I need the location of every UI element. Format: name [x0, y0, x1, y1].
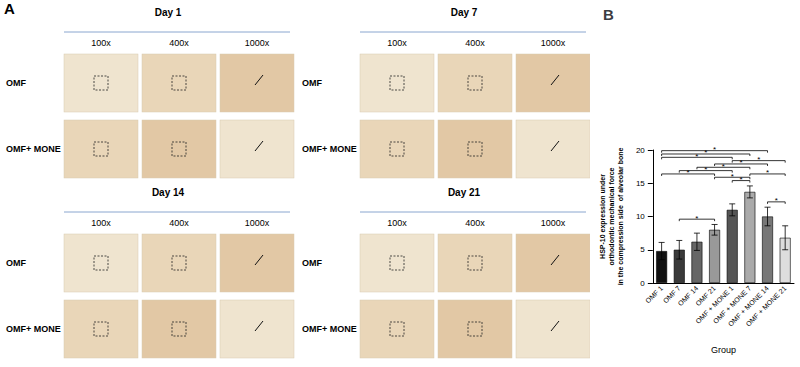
- svg-text:*: *: [757, 155, 760, 164]
- svg-text:*: *: [775, 196, 778, 205]
- svg-text:Day 21: Day 21: [448, 187, 481, 198]
- svg-text:OMF + MONE 7: OMF + MONE 7: [711, 284, 753, 325]
- svg-text:OMF 21: OMF 21: [694, 284, 717, 308]
- svg-text:*: *: [704, 148, 707, 157]
- svg-text:OMF: OMF: [6, 258, 26, 268]
- svg-text:400x: 400x: [169, 218, 189, 228]
- svg-text:100x: 100x: [91, 38, 111, 48]
- svg-text:OMF 7: OMF 7: [661, 284, 682, 305]
- svg-text:100x: 100x: [91, 218, 111, 228]
- svg-text:OMF 14: OMF 14: [676, 284, 700, 308]
- svg-text:100x: 100x: [387, 218, 407, 228]
- svg-text:*: *: [739, 158, 742, 167]
- svg-text:*: *: [722, 162, 725, 171]
- svg-text:in the compression side of al: in the compression side of alveolar bone: [617, 148, 625, 286]
- svg-text:Day 14: Day 14: [152, 187, 185, 198]
- svg-text:A: A: [4, 0, 15, 17]
- svg-text:*: *: [766, 168, 769, 177]
- svg-text:OMF+ MONE: OMF+ MONE: [302, 144, 357, 154]
- svg-text:1000x: 1000x: [245, 38, 270, 48]
- svg-text:5: 5: [640, 245, 645, 254]
- svg-text:OMF+ MONE: OMF+ MONE: [6, 324, 61, 334]
- svg-text:*: *: [695, 152, 698, 161]
- svg-text:OMF + MONE 14: OMF + MONE 14: [726, 284, 770, 328]
- svg-text:Day 1: Day 1: [155, 7, 182, 18]
- svg-text:*: *: [704, 165, 707, 174]
- svg-text:OMF: OMF: [6, 78, 26, 88]
- svg-text:20: 20: [636, 146, 645, 155]
- svg-text:OMF + MONE 21: OMF + MONE 21: [744, 284, 787, 327]
- svg-text:0: 0: [640, 279, 645, 288]
- svg-text:15: 15: [636, 179, 645, 188]
- svg-text:*: *: [695, 214, 698, 223]
- svg-text:*: *: [713, 145, 716, 154]
- svg-text:OMF+ MONE: OMF+ MONE: [302, 324, 357, 334]
- svg-text:100x: 100x: [387, 38, 407, 48]
- svg-text:*: *: [687, 168, 690, 177]
- svg-text:10: 10: [636, 212, 645, 221]
- svg-text:400x: 400x: [465, 38, 485, 48]
- svg-text:OMF: OMF: [302, 78, 322, 88]
- svg-text:400x: 400x: [465, 218, 485, 228]
- svg-text:1000x: 1000x: [541, 38, 566, 48]
- svg-text:OMF 1: OMF 1: [644, 284, 664, 304]
- svg-text:400x: 400x: [169, 38, 189, 48]
- svg-text:1000x: 1000x: [541, 218, 566, 228]
- svg-text:OMF + MONE 1: OMF + MONE 1: [694, 284, 735, 325]
- svg-text:OMF: OMF: [302, 258, 322, 268]
- svg-text:*: *: [739, 175, 742, 184]
- svg-text:OMF+ MONE: OMF+ MONE: [6, 144, 61, 154]
- svg-text:Group: Group: [711, 345, 736, 355]
- svg-text:B: B: [603, 6, 614, 23]
- svg-text:HSP-10 expression under: HSP-10 expression under: [599, 174, 607, 259]
- svg-text:Day 7: Day 7: [451, 7, 478, 18]
- svg-text:1000x: 1000x: [245, 218, 270, 228]
- svg-text:*: *: [731, 172, 734, 181]
- svg-text:orthodontic mechanical force: orthodontic mechanical force: [608, 167, 615, 265]
